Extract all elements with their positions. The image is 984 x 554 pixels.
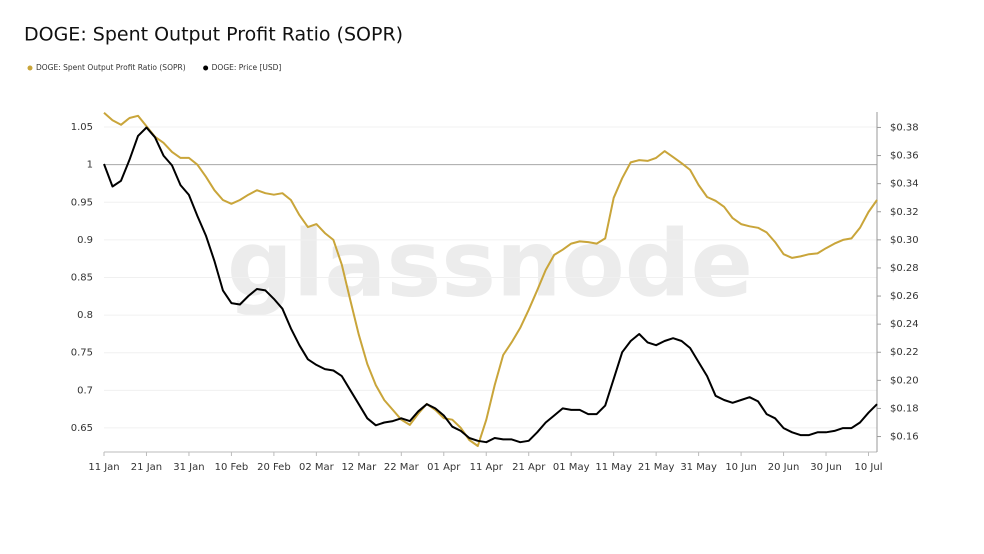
y2-tick-label: $0.38 — [890, 122, 919, 133]
y2-tick-label: $0.36 — [890, 151, 919, 162]
y2-tick-label: $0.20 — [890, 375, 919, 386]
y2-tick-label: $0.30 — [890, 235, 919, 246]
x-tick-label: 21 Jan — [131, 462, 162, 473]
line-series — [103, 126, 878, 444]
y-tick-label: 0.95 — [71, 197, 93, 208]
x-tick-label: 20 Jun — [768, 462, 800, 473]
x-tick-label: 11 May — [595, 462, 632, 473]
x-tick-label: 02 Mar — [299, 462, 335, 473]
y2-tick-label: $0.22 — [890, 347, 919, 358]
y2-tick-label: $0.32 — [890, 207, 919, 218]
x-tick-label: 12 Mar — [341, 462, 377, 473]
y-tick-label: 0.8 — [77, 310, 93, 321]
x-tick-label: 11 Apr — [470, 462, 504, 473]
x-tick-label: 11 Jan — [88, 462, 119, 473]
y2-tick-label: $0.18 — [890, 403, 919, 414]
y-tick-label: 0.75 — [71, 348, 93, 359]
x-tick-label: 21 May — [638, 462, 675, 473]
line-series — [103, 112, 878, 447]
x-tick-label: 10 Feb — [215, 462, 249, 473]
x-tick-label: 31 Jan — [173, 462, 204, 473]
legend-marker — [27, 65, 33, 71]
x-tick-label: 10 Jul — [855, 462, 883, 473]
y2-tick-label: $0.34 — [890, 179, 919, 190]
y2-tick-label: $0.26 — [890, 291, 919, 302]
y2-tick-label: $0.28 — [890, 263, 919, 274]
x-tick-label: 30 Jun — [810, 462, 842, 473]
y-tick-label: 0.85 — [71, 272, 93, 283]
y-tick-label: 1.05 — [71, 122, 93, 133]
x-tick-label: 01 Apr — [427, 462, 461, 473]
y2-tick-label: $0.16 — [890, 432, 919, 443]
x-tick-label: 10 Jun — [725, 462, 757, 473]
x-tick-label: 20 Feb — [257, 462, 291, 473]
x-tick-label: 22 Mar — [384, 462, 420, 473]
y-tick-label: 0.65 — [71, 423, 93, 434]
y-tick-label: 0.9 — [77, 235, 93, 246]
y-tick-label: 0.7 — [77, 385, 93, 396]
x-tick-label: 31 May — [680, 462, 717, 473]
legend-label: DOGE: Price [USD] — [212, 63, 282, 72]
watermark: glassnode — [227, 210, 753, 317]
y-tick-label: 1 — [87, 160, 93, 171]
legend-label: DOGE: Spent Output Profit Ratio (SOPR) — [36, 63, 186, 72]
y2-tick-label: $0.24 — [890, 319, 919, 330]
legend-marker — [203, 65, 209, 71]
x-tick-label: 01 May — [553, 462, 590, 473]
chart-title: DOGE: Spent Output Profit Ratio (SOPR) — [24, 24, 403, 46]
x-tick-label: 21 Apr — [512, 462, 546, 473]
